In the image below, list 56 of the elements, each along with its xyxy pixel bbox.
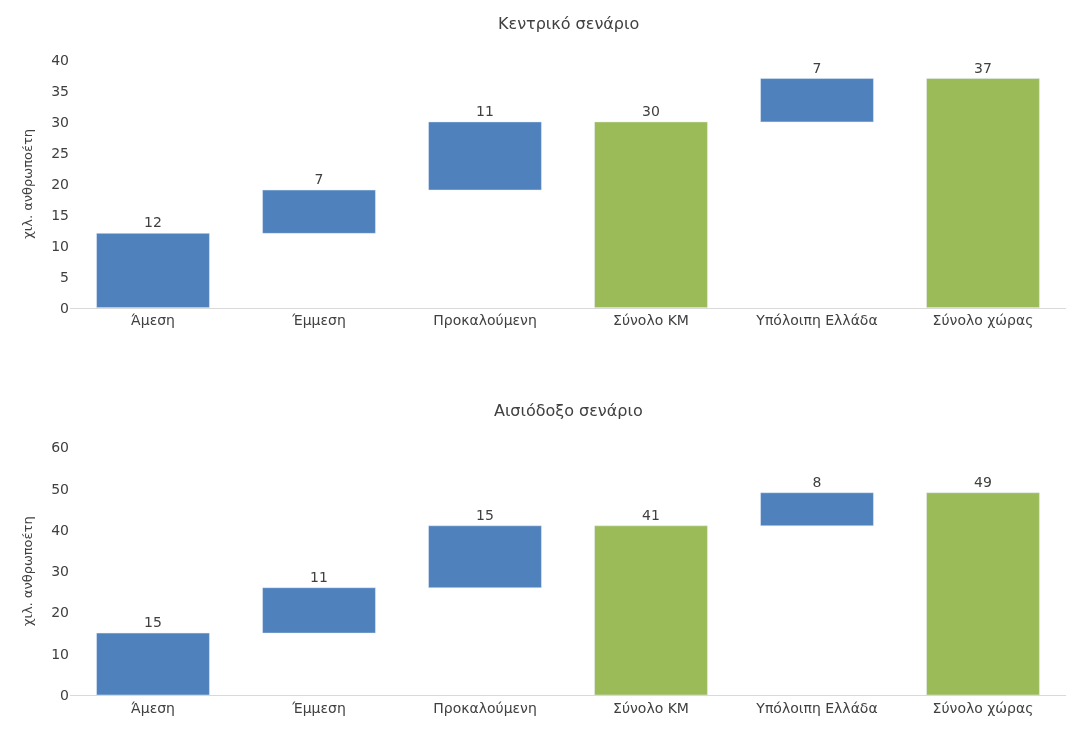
y-tick-label: 40 [51,51,69,68]
y-tick-label: 0 [60,686,69,703]
x-tick-label: Υπόλοιπη Ελλάδα [755,699,878,716]
bar [428,525,542,588]
bar [262,587,376,634]
y-tick-label: 15 [51,206,69,223]
data-label: 37 [974,59,992,76]
bar [926,78,1040,308]
bar [760,492,874,527]
x-tick-label: Προκαλούμενη [433,699,537,716]
y-tick-label: 5 [60,268,69,285]
data-label: 41 [642,506,660,523]
data-label: 7 [314,171,324,188]
data-label: 8 [812,473,822,490]
chart-title: Κεντρικό σενάριο [498,14,640,33]
y-axis-title: χιλ. ανθρωποέτη [20,516,36,627]
data-label: 12 [144,214,162,231]
y-tick-label: 25 [51,144,69,161]
data-label: 11 [310,568,328,585]
data-label: 7 [812,59,822,76]
x-tick-label: Άμεση [131,699,175,716]
y-tick-label: 30 [51,563,69,580]
data-label: 30 [642,102,660,119]
x-tick-label: Έμμεση [291,699,346,716]
bar [96,632,210,695]
bar [262,189,376,234]
chart-title: Αισιόδοξο σενάριο [494,401,643,420]
x-tick-label: Σύνολο ΚΜ [613,699,689,716]
y-tick-label: 40 [51,521,69,538]
y-tick-label: 20 [51,604,69,621]
y-tick-label: 10 [51,237,69,254]
x-tick-label: Έμμεση [291,312,346,329]
x-tick-label: Υπόλοιπη Ελλάδα [755,312,878,329]
bar [594,121,708,308]
y-tick-label: 10 [51,645,69,662]
y-tick-label: 20 [51,175,69,192]
bar [926,492,1040,695]
y-tick-label: 60 [51,439,69,456]
bar [760,78,874,123]
x-tick-label: Προκαλούμενη [433,312,537,329]
x-tick-label: Σύνολο χώρας [932,312,1034,329]
y-axis-title: χιλ. ανθρωποέτη [20,128,36,239]
data-label: 49 [974,473,992,490]
data-label: 11 [476,102,494,119]
x-tick-label: Σύνολο ΚΜ [613,312,689,329]
y-tick-label: 35 [51,82,69,99]
data-label: 15 [144,614,162,631]
data-label: 15 [476,506,494,523]
y-tick-label: 50 [51,480,69,497]
bar [96,233,210,308]
x-tick-label: Σύνολο χώρας [932,699,1034,716]
bar [428,121,542,191]
y-tick-label: 30 [51,113,69,130]
bar [594,525,708,695]
x-tick-label: Άμεση [131,312,175,329]
y-tick-label: 0 [60,299,69,316]
